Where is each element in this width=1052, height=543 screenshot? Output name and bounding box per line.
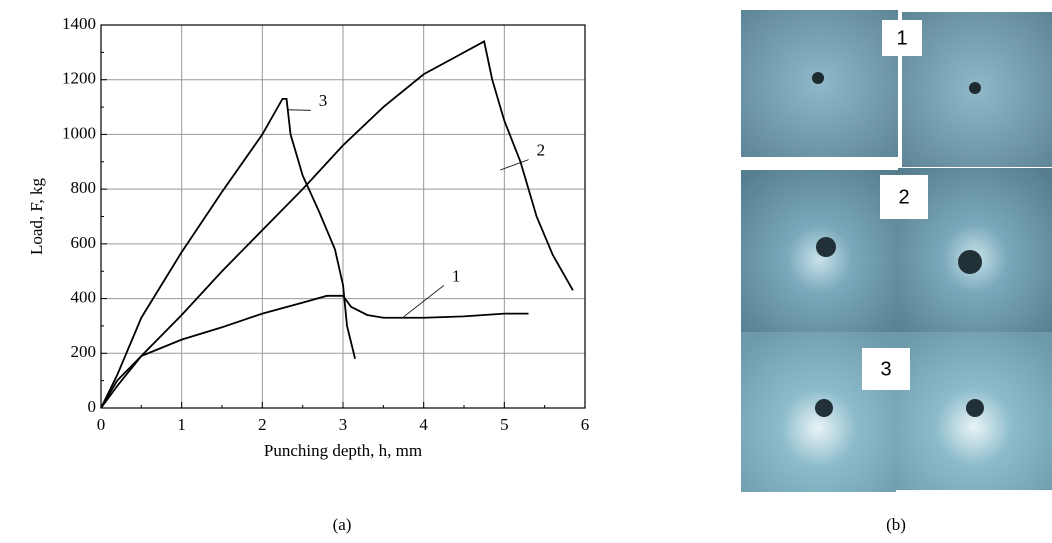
data-line (100, 40, 574, 409)
photos: 1 2 3 (741, 10, 1052, 492)
x-tick-label: 3 (339, 415, 348, 434)
indent (969, 82, 981, 94)
y-axis-label: Load, F, kg (27, 177, 46, 255)
x-tick-label: 4 (419, 415, 428, 434)
series-label: 2 (537, 140, 546, 159)
x-tick-label: 1 (177, 415, 186, 434)
photo-label: 2 (898, 186, 909, 208)
y-tick-label: 600 (71, 233, 97, 252)
indent (966, 399, 984, 417)
y-tick-label: 1000 (62, 123, 96, 142)
photo-label: 3 (880, 358, 891, 380)
y-tick-label: 800 (71, 178, 97, 197)
y-tick-label: 200 (71, 342, 97, 361)
plot-frame (100, 24, 586, 409)
x-tick-label: 2 (258, 415, 267, 434)
panel-label: (a) (333, 515, 352, 534)
data-line (100, 97, 356, 409)
x-tick-label: 6 (581, 415, 590, 434)
x-tick-label: 5 (500, 415, 509, 434)
series-label: 1 (452, 266, 461, 285)
x-axis-label: Punching depth, h, mm (264, 441, 422, 460)
indent (816, 237, 836, 257)
data-line (100, 294, 529, 409)
series-label: 3 (319, 91, 328, 110)
leader-line (403, 285, 445, 318)
x-tick-label: 0 (97, 415, 106, 434)
y-tick-label: 0 (88, 397, 97, 416)
panel-label: (b) (886, 515, 906, 534)
indent (958, 250, 982, 274)
y-tick-label: 1400 (62, 14, 96, 33)
photo-label: 1 (896, 27, 907, 49)
label-box (880, 175, 928, 219)
label-box (882, 20, 922, 56)
leader-line (288, 109, 311, 111)
label-box (862, 348, 910, 390)
indent (815, 399, 833, 417)
indent (812, 72, 824, 84)
leader-line (500, 159, 529, 171)
y-tick-label: 400 (71, 287, 97, 306)
y-tick-label: 1200 (62, 69, 96, 88)
